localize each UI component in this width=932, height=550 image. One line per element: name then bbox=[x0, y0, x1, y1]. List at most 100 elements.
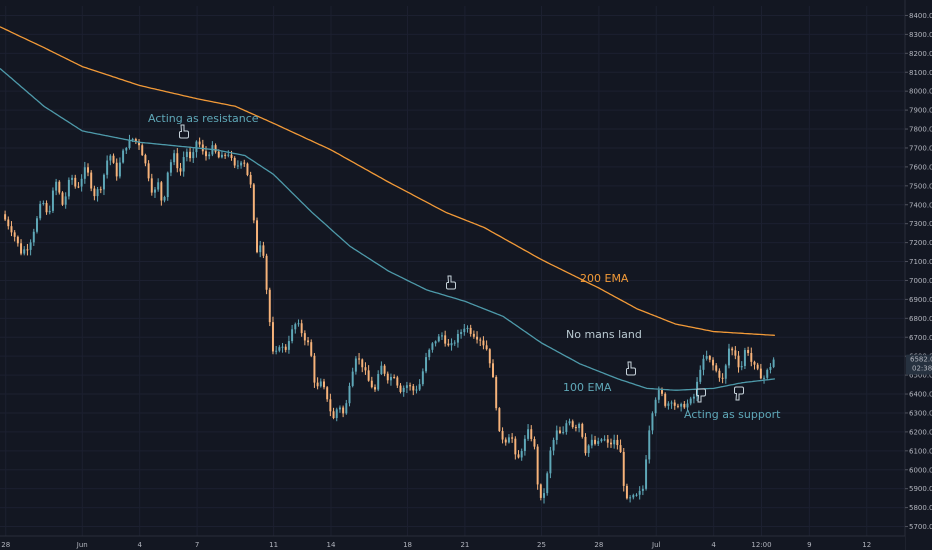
candle-body bbox=[297, 323, 300, 325]
candle-body bbox=[90, 172, 93, 189]
candle-body bbox=[759, 368, 762, 379]
candle-body bbox=[32, 231, 35, 243]
candle-body bbox=[543, 493, 546, 498]
candle-body bbox=[664, 393, 667, 406]
candle-body bbox=[179, 168, 182, 172]
candle-body bbox=[527, 429, 530, 439]
candle-body bbox=[141, 145, 144, 156]
candle-body bbox=[428, 349, 431, 358]
candle-body bbox=[150, 178, 153, 193]
candle-body bbox=[661, 390, 663, 394]
candle-body bbox=[265, 255, 268, 290]
price-tick-label: 6800.0 bbox=[909, 315, 932, 323]
price-tick-label: 8300.0 bbox=[909, 31, 932, 39]
price-tick-label: 6100.0 bbox=[909, 447, 932, 455]
candle-body bbox=[249, 174, 252, 185]
candle-body bbox=[412, 386, 415, 391]
candle-body bbox=[291, 329, 294, 342]
price-axis[interactable]: 8400.0 8300.0 8200.0 8100.0 8000.0 7900.0 7800… bbox=[904, 0, 932, 550]
candle-body bbox=[472, 333, 475, 337]
candle-body bbox=[648, 430, 651, 460]
price-tick-label: 5900.0 bbox=[909, 485, 932, 493]
candle-body bbox=[29, 242, 32, 250]
candle-body bbox=[77, 186, 80, 188]
candle-body bbox=[705, 356, 708, 359]
price-tick-label: 6500.0 bbox=[909, 372, 932, 380]
price-tick-label: 7100.0 bbox=[909, 258, 932, 266]
candle-body bbox=[125, 147, 128, 151]
candle-body bbox=[533, 438, 536, 447]
candle-body bbox=[421, 371, 424, 385]
candle-body bbox=[731, 348, 734, 351]
candle-body bbox=[476, 336, 479, 340]
candle-body bbox=[766, 369, 769, 378]
price-tick-label: 7300.0 bbox=[909, 220, 932, 228]
candle-body bbox=[654, 399, 657, 414]
candle-body bbox=[281, 346, 284, 348]
candle-body bbox=[205, 151, 207, 157]
candle-body bbox=[243, 162, 246, 164]
candle-body bbox=[169, 162, 172, 173]
price-tick-label: 5800.0 bbox=[909, 504, 932, 512]
candle-body bbox=[718, 370, 721, 378]
candle-body bbox=[450, 343, 453, 346]
candle-body bbox=[4, 214, 7, 220]
candle-body bbox=[667, 403, 670, 406]
candle-body bbox=[20, 243, 23, 254]
price-tick-label: 8100.0 bbox=[909, 69, 932, 77]
candle-body bbox=[574, 427, 577, 429]
candle-body bbox=[737, 355, 740, 368]
candle-body bbox=[236, 165, 239, 167]
candle-body bbox=[246, 163, 249, 175]
candle-body bbox=[466, 327, 469, 329]
candle-body bbox=[42, 203, 45, 205]
candle-body bbox=[715, 365, 718, 371]
price-tick-label: 6700.0 bbox=[909, 334, 932, 342]
annotation-200-ema: 200 EMA bbox=[580, 272, 629, 285]
candle-body bbox=[514, 438, 517, 455]
candle-body bbox=[606, 439, 609, 443]
candle-body bbox=[67, 179, 70, 197]
candle-body bbox=[680, 403, 683, 407]
candle-body bbox=[23, 249, 26, 254]
candle-body bbox=[772, 359, 775, 367]
candle-body bbox=[233, 157, 236, 166]
price-tick-label: 7700.0 bbox=[909, 144, 932, 152]
annotations: Acting as resistance 200 EMA No mans lan… bbox=[148, 112, 781, 421]
candle-body bbox=[645, 459, 648, 489]
candle-body bbox=[482, 340, 485, 346]
candle-body bbox=[284, 346, 287, 350]
candle-body bbox=[747, 350, 750, 353]
candle-body bbox=[345, 403, 348, 414]
candle-body bbox=[370, 380, 373, 388]
time-axis[interactable]: 28 Jun 4 7 11 14 18 21 25 28 Jul 4 12:00 9 12 bbox=[0, 535, 905, 550]
candle-body bbox=[517, 454, 520, 458]
candle-body bbox=[485, 345, 488, 350]
candle-body bbox=[217, 151, 220, 158]
candle-body bbox=[565, 423, 568, 432]
price-tick-label: 8200.0 bbox=[909, 50, 932, 58]
candle-body bbox=[600, 439, 603, 442]
candle-body bbox=[358, 358, 361, 360]
candle-body bbox=[326, 387, 329, 400]
candle-body bbox=[106, 160, 109, 175]
candle-body bbox=[578, 423, 581, 429]
candle-body bbox=[271, 322, 274, 352]
candle-body bbox=[48, 210, 51, 213]
candle-body bbox=[635, 494, 638, 496]
candle-body bbox=[418, 384, 421, 390]
candle-body bbox=[256, 220, 259, 253]
candle-body bbox=[64, 196, 67, 205]
price-tick-label: 6900.0 bbox=[909, 296, 932, 304]
candles-layer bbox=[4, 134, 775, 504]
candle-body bbox=[80, 178, 83, 187]
candle-body bbox=[562, 431, 565, 433]
price-tick-label: 7200.0 bbox=[909, 239, 932, 247]
candle-body bbox=[673, 402, 676, 406]
candle-body bbox=[616, 439, 619, 446]
time-tick-label: 28 bbox=[1, 541, 10, 549]
candle-body bbox=[558, 430, 561, 433]
candle-body bbox=[440, 335, 443, 337]
candle-body bbox=[7, 219, 10, 227]
